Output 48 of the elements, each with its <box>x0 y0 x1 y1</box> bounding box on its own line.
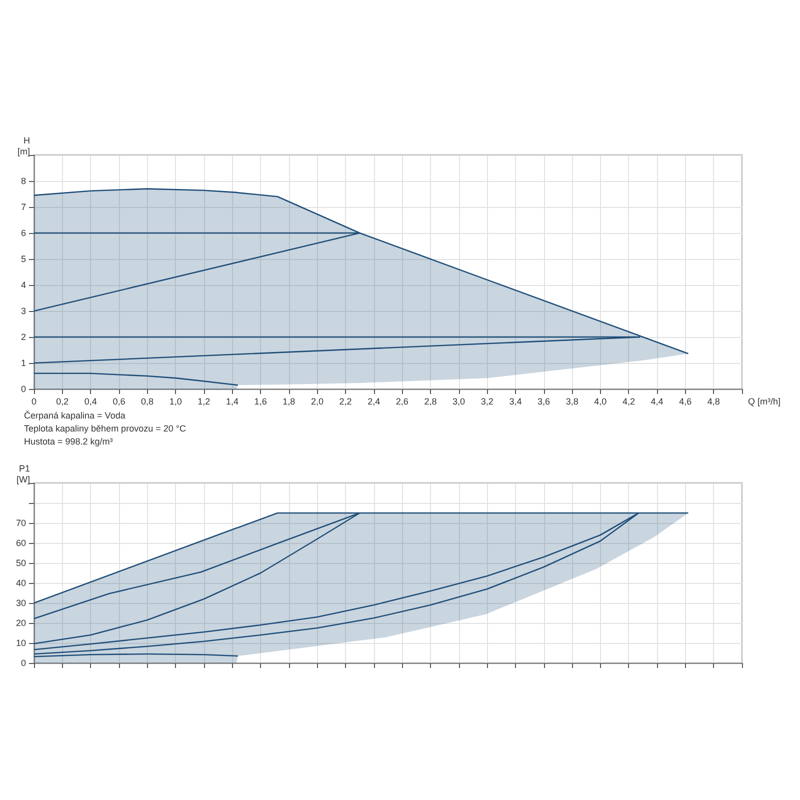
text: Čerpaná kapalina = Voda <box>24 410 126 420</box>
x-tick-label: 2,8 <box>424 396 437 406</box>
x-tick-label: 0,4 <box>84 396 97 406</box>
y-tick-label: 10 <box>16 638 26 648</box>
y-axis-title: P1 [W] <box>16 464 30 484</box>
x-tick-label: 4,4 <box>650 396 664 406</box>
x-tick-label: 0,6 <box>112 396 126 406</box>
x-tick-label: 3,8 <box>566 396 578 406</box>
x-tick-label: 2,0 <box>310 396 324 406</box>
x-tick-label: 4,0 <box>594 396 607 406</box>
x-tick-label: 2,4 <box>368 396 380 406</box>
y-tick-label: 30 <box>16 598 26 608</box>
x-tick-label: 0,8 <box>141 396 154 406</box>
y-tick-label: 50 <box>16 558 26 568</box>
x-tick-label: 4,8 <box>707 396 720 406</box>
y-tick-label: 1 <box>20 358 26 368</box>
x-tick-label: 3,6 <box>538 396 550 406</box>
y-tick-label: 4 <box>20 280 26 290</box>
y-tick-label: 40 <box>16 578 26 588</box>
x-tick-label: 4,2 <box>622 396 635 406</box>
x-tick-label: 3,4 <box>509 396 522 406</box>
x-tick-label: 2,2 <box>339 396 352 406</box>
y-tick-label: 60 <box>16 538 26 548</box>
x-tick-label: 1,6 <box>254 396 267 406</box>
x-tick-label: 1,4 <box>226 396 238 406</box>
text: Teplota kapaliny během provozu = 20 °C <box>24 424 186 434</box>
x-tick-label: 1,8 <box>282 396 296 406</box>
x-tick-label: 0 <box>31 396 37 406</box>
x-tick-label: 2,6 <box>396 396 408 406</box>
x-tick-label: 1,2 <box>198 396 210 406</box>
x-tick-label: 1,0 <box>169 396 182 406</box>
y-tick-label: 20 <box>16 618 26 628</box>
y-tick-label: 3 <box>20 306 26 316</box>
y-tick-label: 0 <box>20 658 26 668</box>
y-tick-label: 70 <box>16 518 26 528</box>
y-tick-label: 2 <box>20 332 26 342</box>
y-tick-label: 8 <box>20 176 26 186</box>
x-tick-label: 3,0 <box>452 396 466 406</box>
x-tick-label: 0,2 <box>56 396 69 406</box>
x-axis-title: Q [m³/h] <box>748 396 781 406</box>
x-tick-label: 4,6 <box>679 396 692 406</box>
y-tick-label: 6 <box>20 228 26 238</box>
y-tick-label: 7 <box>20 202 26 212</box>
text: Hustota = 998.2 kg/m³ <box>24 436 113 446</box>
x-tick-label: 3,2 <box>480 396 494 406</box>
y-tick-label: 5 <box>20 254 26 264</box>
y-tick-label: 0 <box>20 384 26 394</box>
y-axis-title: H [m] <box>18 136 30 156</box>
